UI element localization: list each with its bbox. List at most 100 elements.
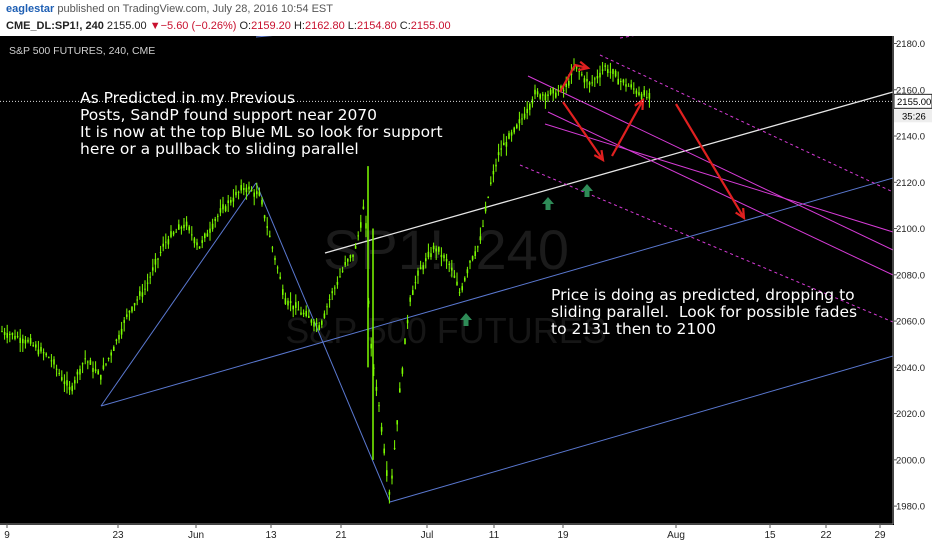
candle-body [302, 312, 305, 315]
candle-body [536, 91, 539, 95]
candle-body [50, 360, 53, 362]
candle-body [401, 368, 404, 374]
candle-body [544, 94, 547, 101]
candle-body [310, 319, 313, 323]
candle-body [648, 92, 651, 99]
candle-body [581, 74, 583, 76]
watermark-name: S&P 500 FUTURES [285, 310, 606, 351]
candle-body [102, 365, 105, 370]
candle-body [373, 367, 375, 369]
candle-body [152, 267, 154, 271]
candle-body [63, 381, 66, 385]
candle-body [318, 325, 320, 330]
candle-body [14, 335, 16, 339]
candle-body [11, 333, 14, 335]
candle-body [365, 223, 367, 229]
candle-body [24, 339, 27, 344]
candle-body [219, 208, 222, 213]
candle-body [133, 303, 136, 306]
blue-lower-parallel [389, 355, 894, 503]
candle-body [448, 263, 450, 265]
candle-body [209, 228, 211, 233]
candle-body [500, 148, 502, 150]
candle-body [344, 262, 346, 266]
candle-body [586, 79, 588, 82]
last-price-label: 2155.00 [897, 97, 931, 108]
candle-body [542, 94, 544, 96]
candle-body [250, 189, 253, 191]
red-arrow-down-2 [675, 103, 745, 219]
candle-body [136, 299, 138, 301]
candle-body [360, 222, 362, 228]
watermark: SP1!, 240 S&P 500 FUTURES [285, 218, 606, 351]
candle-body [22, 338, 24, 344]
candle-body [347, 259, 349, 262]
candle-body [204, 233, 206, 239]
candle-body [627, 85, 630, 87]
candle-body [81, 363, 84, 365]
open-value: 2159.20 [251, 20, 291, 32]
candle-body [224, 206, 227, 211]
candle-body [565, 83, 567, 87]
price-change: −5.60 (−0.26%) [160, 20, 237, 32]
candle-body [141, 292, 144, 297]
candle-body [206, 233, 209, 237]
candle-body [583, 78, 586, 83]
axes: 1980.0 2000.0 2020.0 2040.0 2060.0 2080.0 2100… [0, 36, 932, 550]
y-tick-label: 2140.0 [896, 132, 925, 143]
candle-body [214, 219, 216, 221]
candle-body [406, 320, 409, 324]
candle-body [547, 94, 549, 97]
candle-body [425, 258, 427, 262]
author-link[interactable]: eaglestar [6, 3, 55, 15]
candle-body [144, 288, 146, 290]
x-tick-label: 23 [112, 530, 124, 541]
y-tick-label: 2120.0 [896, 178, 925, 189]
red-arrow-peak [559, 63, 589, 93]
candle-body [409, 297, 411, 302]
price-chart[interactable]: SP1!, 240 S&P 500 FUTURES 1980.0 2000.0 202… [0, 36, 932, 550]
candle-body [552, 87, 554, 94]
candle-body [66, 380, 68, 386]
candle-body [617, 78, 619, 85]
candle-body [178, 224, 180, 230]
candle-body [105, 363, 107, 365]
candle-body [154, 258, 157, 265]
candle-body [349, 255, 352, 259]
red-arrow-down-2-head [735, 207, 746, 221]
candle-body [42, 352, 45, 354]
candle-body [282, 289, 284, 295]
candle-body [508, 133, 510, 139]
green-up-arrow [581, 184, 593, 197]
down-arrow-icon: ▼ [149, 20, 161, 32]
candle-body [92, 367, 94, 372]
candle-body [58, 372, 60, 374]
close-label: C: [399, 20, 411, 32]
candle-body [378, 405, 380, 407]
countdown-label: 35:26 [902, 111, 926, 122]
candle-body [440, 254, 443, 258]
candle-body [430, 253, 432, 257]
candle-body [172, 232, 175, 235]
candle-body [243, 188, 245, 190]
candle-body [183, 224, 185, 228]
candle-body [474, 251, 476, 256]
candle-body [146, 282, 149, 284]
candle-body [588, 82, 591, 85]
candle-body [295, 302, 297, 308]
candle-body [107, 358, 110, 360]
candle-body [162, 243, 164, 247]
x-tick-label: 21 [335, 530, 347, 541]
candle-body [484, 206, 487, 212]
candle-body [432, 245, 435, 250]
chart-title: S&P 500 FUTURES, 240, CME [9, 45, 155, 57]
candle-body [198, 246, 201, 249]
candle-body [35, 344, 37, 348]
candle-body [185, 221, 188, 227]
candle-body [211, 223, 214, 230]
candle-body [89, 360, 92, 365]
x-tick-label: 29 [874, 530, 886, 541]
candle-body [289, 301, 292, 304]
y-tick-label: 2080.0 [896, 270, 925, 281]
candle-body [32, 345, 34, 347]
